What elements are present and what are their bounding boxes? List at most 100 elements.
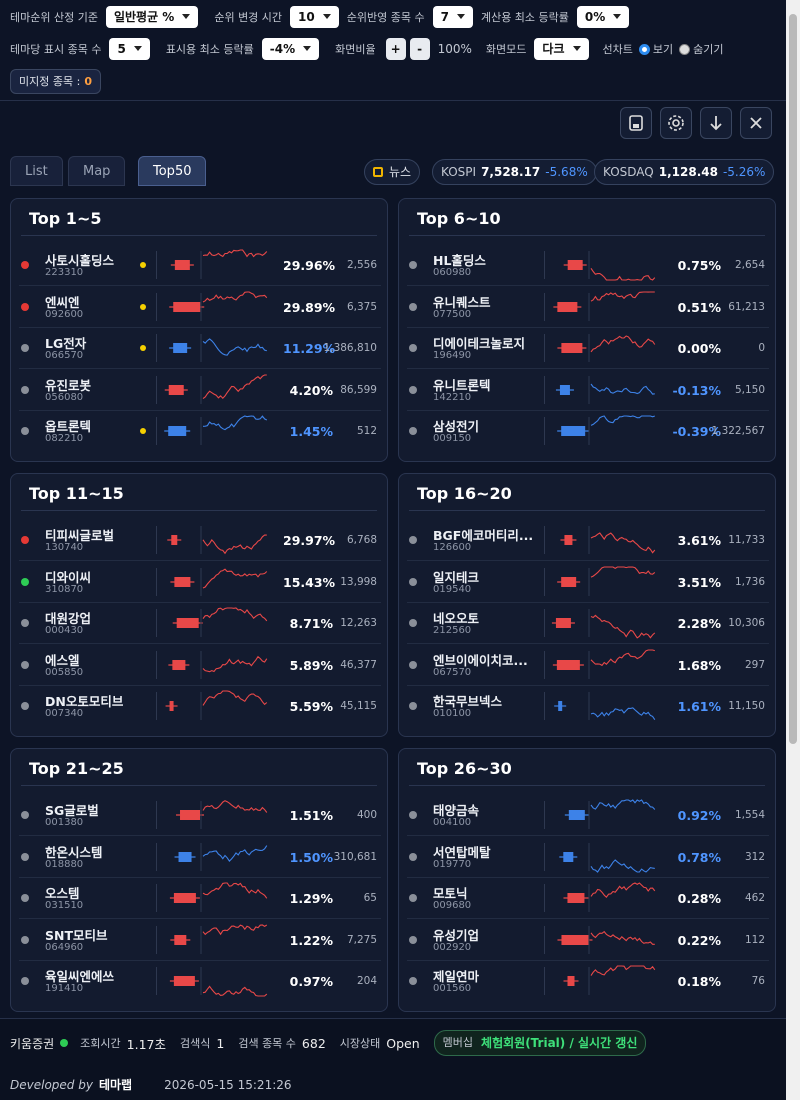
zoom-in[interactable]: + (385, 38, 406, 60)
change: 2.28% (677, 616, 721, 631)
sparkline (202, 567, 268, 589)
stock-code: 004100 (433, 817, 472, 828)
stock-name: 일지테크 (433, 569, 480, 585)
select[interactable]: 일반평균 % (105, 6, 199, 28)
stock-row[interactable]: 옵트론텍 082210 1.45% 512 (19, 411, 381, 452)
stock-name: 유진로봇 (45, 377, 92, 393)
stock-row[interactable]: 유니트론텍 142210 -0.13% 5,150 (407, 370, 769, 411)
mini-chart (168, 650, 268, 679)
select[interactable]: 10 (290, 6, 339, 28)
volume: 512 (356, 425, 377, 437)
box (559, 384, 570, 395)
mini-chart (563, 251, 656, 281)
change: 11.29% (283, 341, 336, 356)
stock-code: 018880 (45, 858, 84, 870)
box (173, 343, 188, 353)
volume: 112 (744, 933, 765, 946)
mini-chart (164, 373, 267, 404)
volume: 310,681 (333, 850, 377, 863)
stock-row[interactable]: 모토닉 009680 0.28% 462 (407, 878, 769, 919)
stock-row[interactable]: 태양금속 004100 0.92% 1,554 (407, 795, 769, 836)
zoom-out[interactable]: - (409, 38, 430, 60)
stock-row[interactable]: 한국무브넥스 010100 1.61% 11,150 (407, 686, 769, 727)
stock-row[interactable]: 에스엘 005850 5.89% 46,377 (19, 645, 381, 686)
stock-code: 212560 (433, 625, 472, 636)
select[interactable]: 0% (576, 6, 630, 28)
stock-code: 001380 (45, 817, 84, 828)
change: 29.96% (283, 258, 336, 273)
stock-row[interactable]: 일지테크 019540 3.51% 1,736 (407, 562, 769, 603)
stock-row[interactable]: DN오토모티브 007340 5.59% 45,115 (19, 686, 381, 727)
stock-row[interactable]: 유성기업 002920 0.22% 112 (407, 920, 769, 961)
stock-row[interactable]: 육일씨엔에쓰 191410 0.97% 204 (19, 961, 381, 1002)
status-dot (21, 385, 29, 394)
select[interactable]: 5 (109, 38, 150, 60)
mini-chart (174, 842, 268, 871)
stock-row[interactable]: 삼성전기 009150 -0.39% 1,322,567 (407, 411, 769, 452)
stock-name: 제일연마 (433, 969, 480, 984)
radio-option[interactable]: 숨기기 (679, 41, 724, 57)
news-button[interactable]: 뉴스 (364, 159, 421, 185)
change: 8.71% (289, 616, 333, 631)
stock-row[interactable]: 대원강업 000430 8.71% 12,263 (19, 603, 381, 644)
divider (156, 967, 157, 995)
box (174, 934, 187, 945)
status-dot (409, 577, 417, 586)
volume: 6,375 (346, 300, 377, 313)
change: 0.97% (289, 974, 333, 989)
status-dot (21, 852, 29, 861)
stock-row[interactable]: SG글로벌 001380 1.51% 400 (19, 795, 381, 836)
status-dot (21, 619, 29, 627)
stock-row[interactable]: 한온시스템 018880 1.50% 310,681 (19, 837, 381, 878)
change: 1.50% (289, 849, 333, 865)
box (561, 934, 589, 945)
sparkline (590, 858, 655, 873)
icon-button[interactable] (740, 107, 772, 139)
stock-row[interactable]: LG전자 066570 11.29% 1,386,810 (19, 328, 381, 369)
tab[interactable]: Map (68, 156, 126, 186)
panel-title: Top 6~10 (417, 209, 501, 228)
panel-title: Top 11~15 (29, 484, 124, 503)
panel-title: Top 26~30 (417, 759, 512, 778)
stock-row[interactable]: 제일연마 001560 0.18% 76 (407, 961, 769, 1002)
stock-row[interactable]: BGF에코머티리... 126600 3.61% 11,733 (407, 520, 769, 561)
divider (156, 650, 157, 679)
tab[interactable]: List (10, 156, 63, 186)
radio-option[interactable]: 보기 (638, 41, 673, 57)
sparkline (202, 690, 268, 706)
stock-row[interactable]: 서연탑메탈 019770 0.78% 312 (407, 837, 769, 878)
select[interactable]: -4% (261, 38, 320, 60)
stock-row[interactable]: SNT모티브 064960 1.22% 7,275 (19, 920, 381, 961)
select[interactable]: 7 (432, 6, 473, 28)
divider (544, 292, 545, 321)
divider (544, 567, 545, 596)
theme-panel: Top 1~5 사토시홀딩스 223310 29.96% 2,556 엔씨엔 092600 2… (10, 198, 388, 462)
icon-button[interactable] (660, 107, 692, 139)
stock-row[interactable]: 사토시홀딩스 223310 29.96% 2,556 (19, 245, 381, 286)
stock-row[interactable]: 유진로봇 056080 4.20% 86,599 (19, 370, 381, 411)
tab[interactable]: Top50 (138, 156, 207, 186)
stock-row[interactable]: HL홀딩스 060980 0.75% 2,654 (407, 245, 769, 286)
select[interactable]: 다크 (534, 38, 589, 60)
volume: 462 (744, 892, 765, 904)
divider (156, 567, 157, 596)
sparkline (202, 338, 267, 356)
stock-row[interactable]: 유니퀘스트 077500 0.51% 61,213 (407, 287, 769, 328)
stock-row[interactable]: 티피씨글로벌 130740 29.97% 6,768 (19, 520, 381, 561)
stock-row[interactable]: 엔씨엔 092600 29.89% 6,375 (19, 287, 381, 328)
icon-button[interactable] (620, 107, 652, 139)
box (563, 851, 574, 862)
stock-row[interactable]: 디와이씨 310870 15.43% 13,998 (19, 562, 381, 603)
volume: 65 (363, 892, 377, 904)
stock-row[interactable]: 디에이테크놀로지 196490 0.00% 0 (407, 328, 769, 369)
icon-button[interactable] (700, 107, 732, 139)
sparkline (590, 882, 656, 899)
scroll-thumb[interactable] (789, 14, 797, 744)
sparkline (202, 415, 268, 431)
icon (629, 115, 643, 131)
mini-chart (169, 967, 268, 997)
stock-row[interactable]: 엔브이에이치코... 067570 1.68% 297 (407, 645, 769, 686)
stock-row[interactable]: 오스템 031510 1.29% 65 (19, 878, 381, 919)
box (168, 426, 187, 436)
stock-row[interactable]: 네오오토 212560 2.28% 10,306 (407, 603, 769, 644)
